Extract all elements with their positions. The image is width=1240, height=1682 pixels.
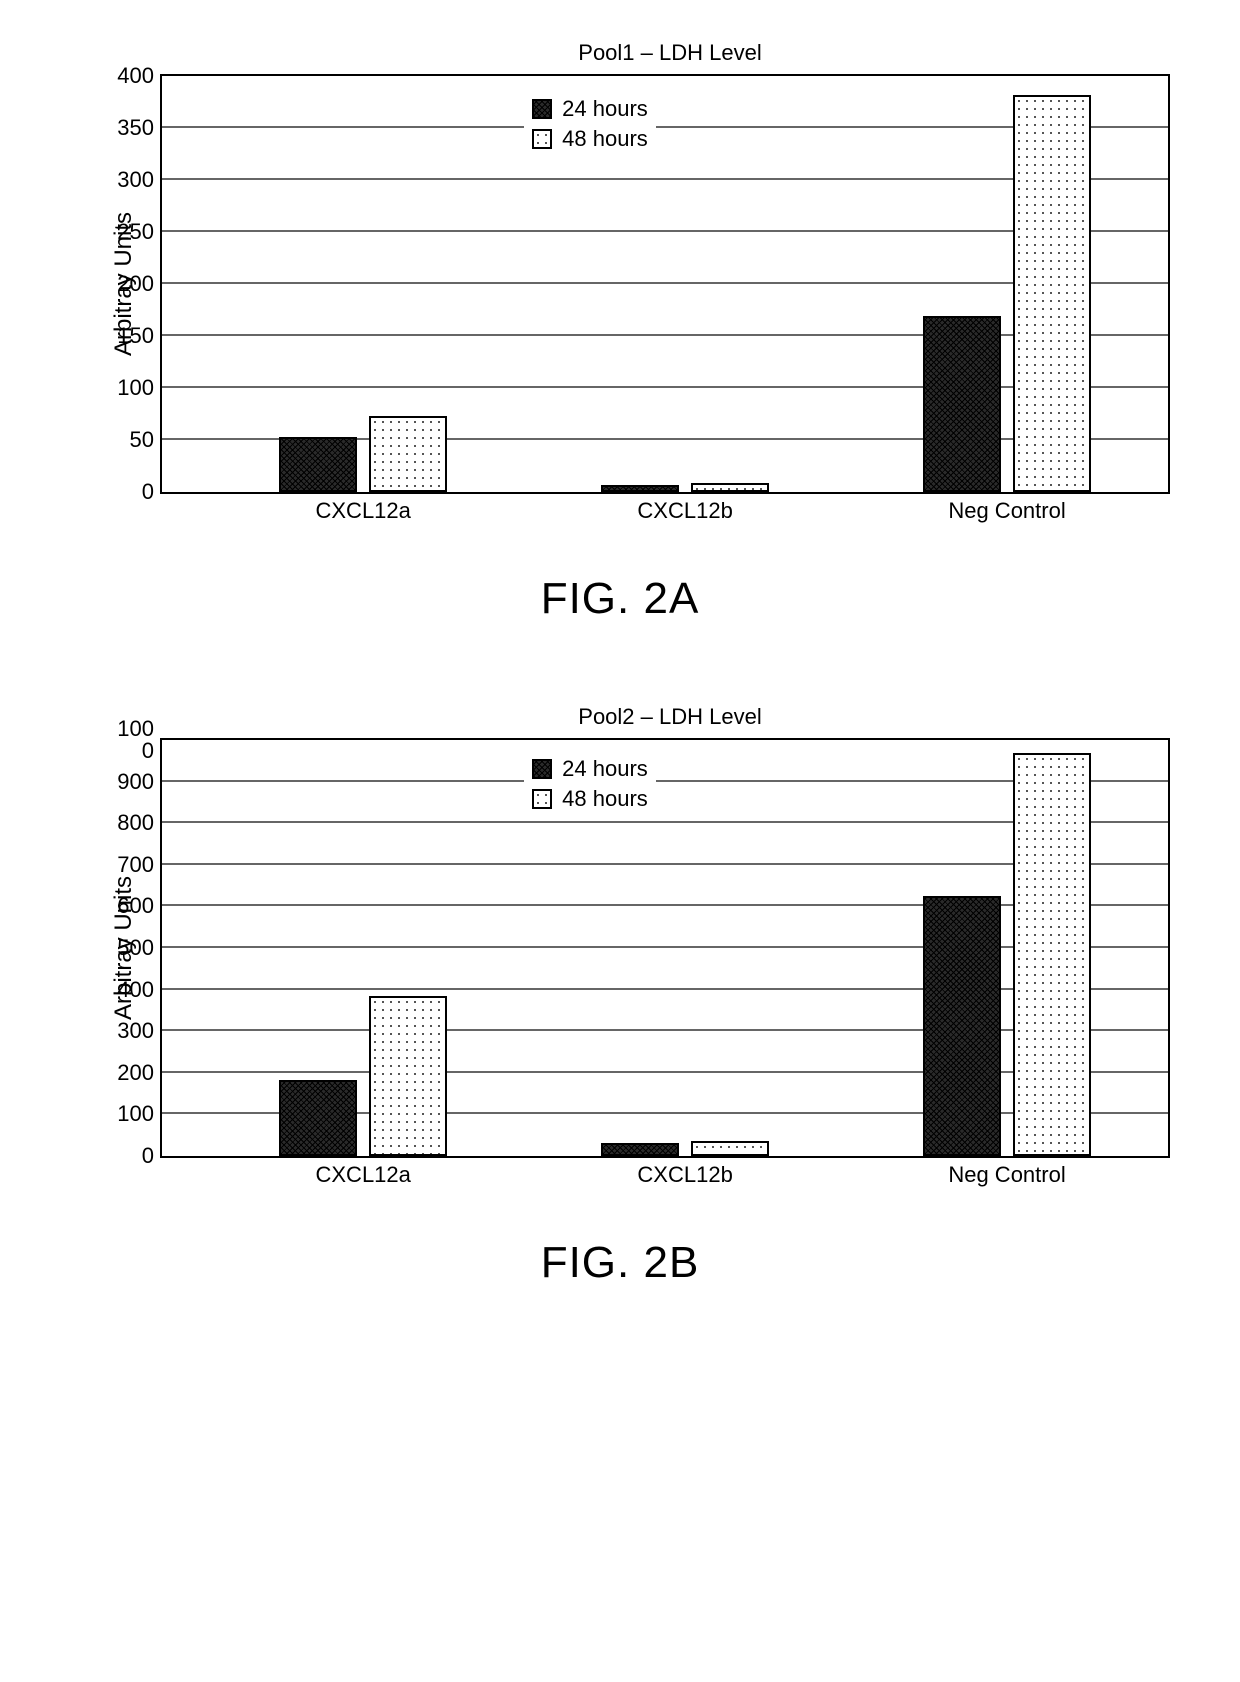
bar xyxy=(369,996,447,1156)
x-category-label: Neg Control xyxy=(948,1156,1065,1188)
x-category-label: Neg Control xyxy=(948,492,1065,524)
chart-title: Pool1 – LDH Level xyxy=(130,40,1210,66)
legend-swatch-icon xyxy=(532,789,552,809)
y-tick-label: 200 xyxy=(117,1062,162,1084)
bar-group xyxy=(601,483,769,492)
y-tick-label: 0 xyxy=(142,481,162,503)
y-tick-label: 350 xyxy=(117,117,162,139)
figure-caption: FIG. 2B xyxy=(30,1238,1210,1288)
y-tick-label: 150 xyxy=(117,325,162,347)
figure-chartA: Pool1 – LDH Level Arbitray Units050100150… xyxy=(30,40,1210,624)
y-tick-label: 200 xyxy=(117,273,162,295)
x-category-label: CXCL12a xyxy=(315,492,410,524)
y-tick-label: 300 xyxy=(117,169,162,191)
bars-layer xyxy=(162,740,1168,1156)
legend-item: 24 hours xyxy=(532,756,648,782)
y-tick-label: 400 xyxy=(117,979,162,1001)
legend-label: 48 hours xyxy=(562,786,648,812)
legend: 24 hours 48 hours xyxy=(524,88,656,160)
y-tick-label: 100 0 xyxy=(117,718,162,762)
figure-chartB: Pool2 – LDH Level Arbitray Units010020030… xyxy=(30,704,1210,1288)
legend-swatch-icon xyxy=(532,129,552,149)
y-tick-label: 300 xyxy=(117,1020,162,1042)
y-tick-label: 500 xyxy=(117,937,162,959)
y-tick-label: 50 xyxy=(130,429,162,451)
y-tick-label: 0 xyxy=(142,1145,162,1167)
legend-swatch-icon xyxy=(532,759,552,779)
legend: 24 hours 48 hours xyxy=(524,748,656,820)
y-tick-label: 700 xyxy=(117,854,162,876)
chart-title: Pool2 – LDH Level xyxy=(130,704,1210,730)
y-tick-label: 800 xyxy=(117,812,162,834)
y-tick-label: 400 xyxy=(117,65,162,87)
bar xyxy=(923,896,1001,1156)
y-tick-label: 100 xyxy=(117,377,162,399)
bar xyxy=(923,316,1001,492)
legend-item: 24 hours xyxy=(532,96,648,122)
x-category-label: CXCL12b xyxy=(637,492,732,524)
bar xyxy=(601,485,679,492)
bar xyxy=(1013,95,1091,492)
bars-layer xyxy=(162,76,1168,492)
bar xyxy=(1013,753,1091,1156)
bar xyxy=(279,1080,357,1156)
legend-label: 24 hours xyxy=(562,756,648,782)
x-category-label: CXCL12a xyxy=(315,1156,410,1188)
legend-label: 48 hours xyxy=(562,126,648,152)
bar xyxy=(369,416,447,492)
y-tick-label: 100 xyxy=(117,1103,162,1125)
y-tick-label: 900 xyxy=(117,771,162,793)
figure-caption: FIG. 2A xyxy=(30,574,1210,624)
chart-plot-area: Arbitray Units01002003004005006007008009… xyxy=(160,738,1170,1158)
chart-plot-area: Arbitray Units050100150200250300350400CX… xyxy=(160,74,1170,494)
bar xyxy=(691,483,769,492)
bar-group xyxy=(279,996,447,1156)
x-category-label: CXCL12b xyxy=(637,1156,732,1188)
bar-group xyxy=(923,753,1091,1156)
legend-swatch-icon xyxy=(532,99,552,119)
bar xyxy=(601,1143,679,1156)
bar xyxy=(691,1141,769,1156)
bar-group xyxy=(601,1141,769,1156)
legend-label: 24 hours xyxy=(562,96,648,122)
legend-item: 48 hours xyxy=(532,786,648,812)
bar-group xyxy=(279,416,447,492)
bar xyxy=(279,437,357,492)
y-tick-label: 250 xyxy=(117,221,162,243)
legend-item: 48 hours xyxy=(532,126,648,152)
y-tick-label: 600 xyxy=(117,895,162,917)
bar-group xyxy=(923,95,1091,492)
